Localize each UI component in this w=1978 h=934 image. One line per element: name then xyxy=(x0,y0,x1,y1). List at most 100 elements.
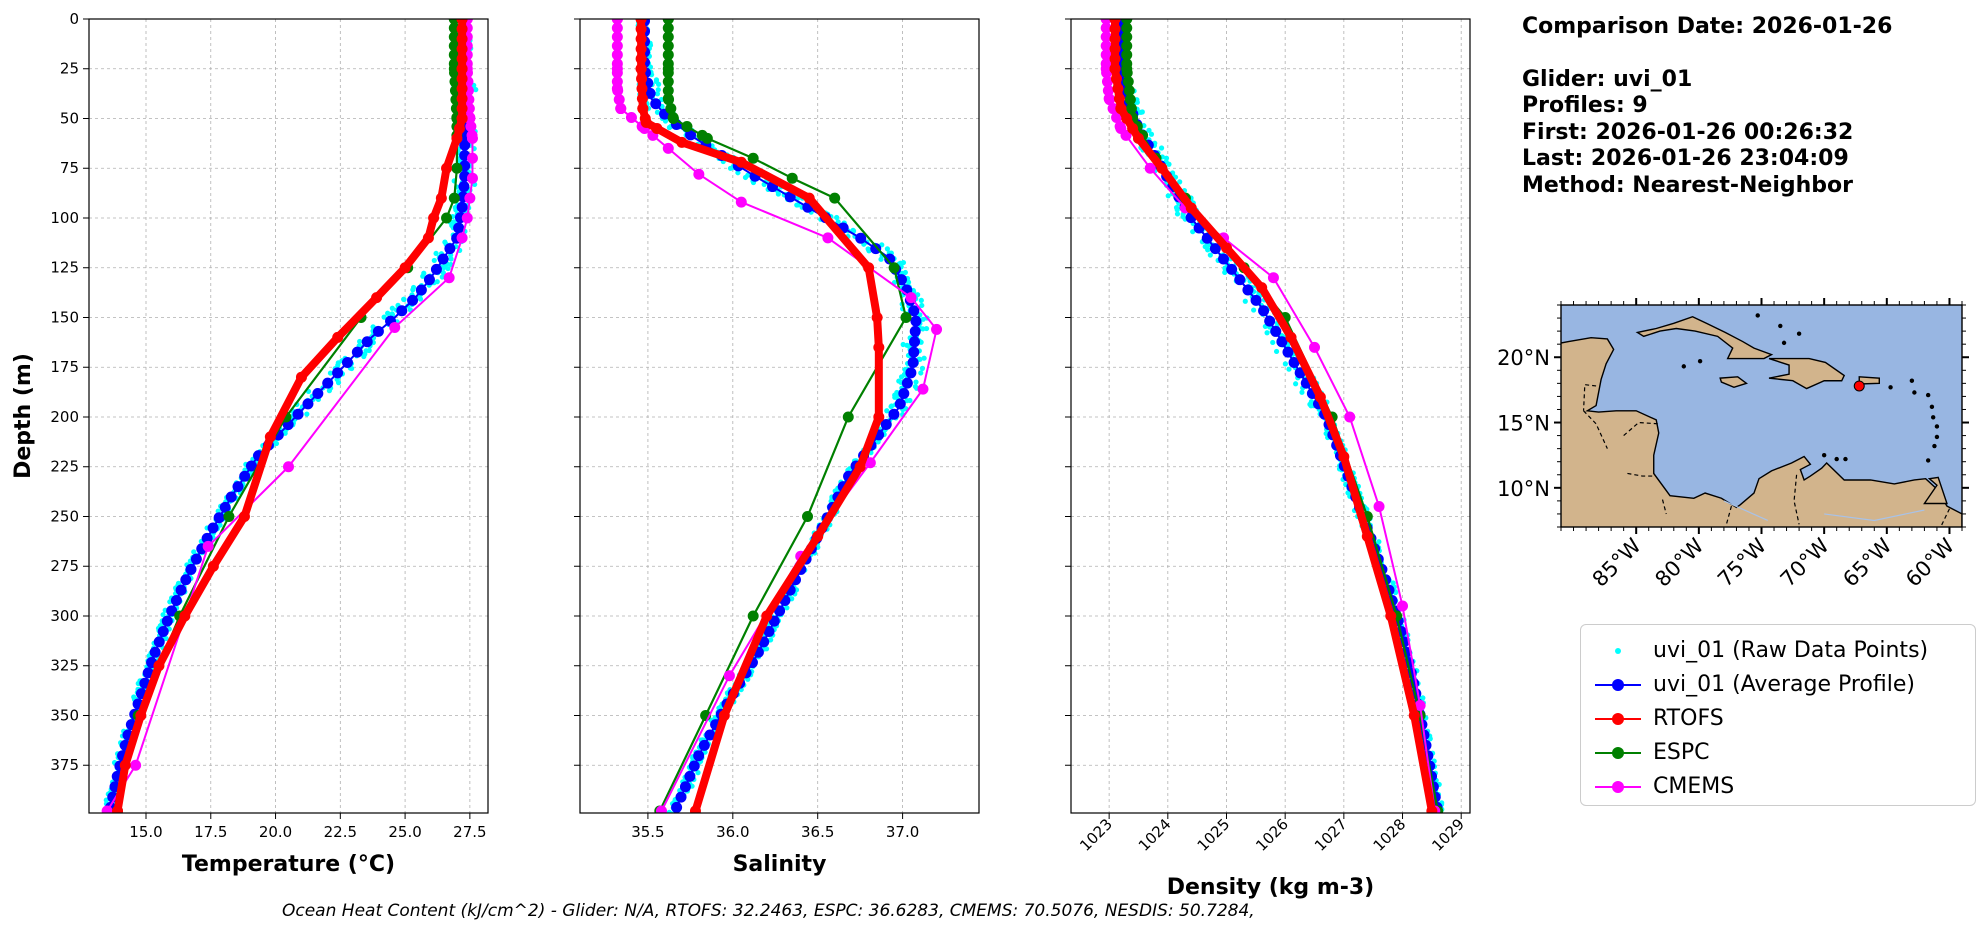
series-point-cmems xyxy=(1101,67,1113,79)
country-border xyxy=(1661,499,1667,515)
series-point-rtofs xyxy=(1127,122,1139,134)
raw-data-point xyxy=(1190,229,1196,235)
series-point-rtofs xyxy=(451,132,463,144)
series-point-avg xyxy=(175,584,187,596)
series-point-espc xyxy=(1122,76,1134,88)
series-point-rtofs xyxy=(635,33,647,45)
x-tick-label: 22.5 xyxy=(324,823,357,841)
series-point-espc xyxy=(662,22,674,34)
legend-swatch xyxy=(1595,781,1641,793)
series-point-rtofs xyxy=(1112,83,1124,95)
raw-data-point xyxy=(745,172,751,178)
series-point-avg xyxy=(219,501,231,513)
series-point-cmems xyxy=(1397,600,1409,612)
series-point-avg xyxy=(312,388,324,400)
series-point-rtofs xyxy=(1185,202,1197,214)
raw-data-point xyxy=(795,202,801,208)
series-point-espc xyxy=(662,40,674,52)
series-point-cmems xyxy=(615,103,627,115)
series-point-cmems xyxy=(1111,112,1123,124)
raw-data-point xyxy=(1174,211,1181,217)
series-point-avg xyxy=(245,460,257,472)
map-y-tick-label: 15°N xyxy=(1497,412,1550,436)
series-point-cmems xyxy=(130,759,142,771)
series-point-cmems xyxy=(1100,19,1112,25)
series-point-avg xyxy=(679,781,691,793)
series-point-cmems xyxy=(1100,58,1112,70)
country-border xyxy=(1793,474,1800,525)
raw-data-point xyxy=(919,365,926,371)
series-point-avg xyxy=(170,594,182,606)
y-tick-label: 100 xyxy=(50,209,79,227)
legend-label: ESPC xyxy=(1653,740,1710,765)
legend-item-avg: uvi_01 (Average Profile) xyxy=(1581,670,1975,700)
legend-swatch-marker xyxy=(1612,747,1624,759)
series-point-cmems xyxy=(723,670,735,682)
x-tick-label: 37.0 xyxy=(886,823,919,841)
series-point-cmems xyxy=(389,321,401,333)
small-island xyxy=(1930,415,1936,420)
series-rtofs xyxy=(1109,19,1438,813)
series-point-rtofs xyxy=(761,610,773,622)
series-point-rtofs xyxy=(689,805,701,813)
hispaniola xyxy=(1768,357,1846,390)
series-point-espc xyxy=(696,129,708,141)
series-point-espc xyxy=(451,162,463,174)
small-island xyxy=(1781,340,1787,346)
series-point-cmems xyxy=(466,172,478,184)
raw-data-point xyxy=(915,292,921,298)
series-point-espc xyxy=(1124,94,1136,106)
legend-swatch-marker xyxy=(1612,679,1624,691)
y-tick-label: 150 xyxy=(50,308,79,326)
series-point-cmems xyxy=(443,272,455,284)
series-point-cmems xyxy=(1102,85,1114,97)
raw-data-point xyxy=(431,257,437,264)
series-point-cmems xyxy=(1414,700,1426,712)
raw-data-point xyxy=(473,87,479,93)
series-point-avg xyxy=(894,398,906,410)
country-border xyxy=(1627,472,1654,477)
series-point-cmems xyxy=(662,142,674,154)
series-point-avg xyxy=(166,605,178,617)
series-rtofs xyxy=(635,19,885,813)
series-point-avg xyxy=(458,181,470,193)
raw-data-point xyxy=(1146,127,1152,133)
series-point-avg xyxy=(909,336,921,348)
comparison-date: Comparison Date: 2026-01-26 xyxy=(1522,14,1893,39)
series-point-espc xyxy=(1121,49,1133,61)
series-point-cmems xyxy=(1120,129,1132,141)
series-point-avg xyxy=(855,232,867,244)
raw-data-point xyxy=(357,338,363,345)
jamaica xyxy=(1719,376,1748,389)
x-tick-label: 17.5 xyxy=(194,823,227,841)
series-point-cmems xyxy=(864,457,876,469)
small-island xyxy=(1834,456,1839,462)
raw-data-point xyxy=(282,430,288,436)
series-point-avg xyxy=(688,760,700,772)
series-point-avg xyxy=(870,243,882,255)
series-point-avg xyxy=(685,129,697,141)
legend-label: uvi_01 (Raw Data Points) xyxy=(1653,638,1929,663)
series-point-cmems xyxy=(735,196,747,208)
series-point-avg xyxy=(644,87,656,99)
series-point-rtofs xyxy=(1338,451,1350,463)
legend-swatch-marker xyxy=(1612,781,1624,793)
raw-data-point xyxy=(900,341,906,348)
series-avg xyxy=(1115,19,1443,813)
series-point-avg xyxy=(415,284,427,296)
series-point-avg xyxy=(396,305,408,317)
series-point-rtofs xyxy=(1110,73,1122,85)
y-tick-label: 0 xyxy=(69,10,79,28)
series-line-espc xyxy=(658,19,908,812)
raw-data-point xyxy=(335,360,341,366)
series-point-espc xyxy=(842,411,854,423)
raw-data-point xyxy=(385,310,391,316)
series-point-rtofs xyxy=(636,93,648,105)
series-point-avg xyxy=(774,605,786,617)
series-point-cmems xyxy=(456,232,468,244)
raw-data-point xyxy=(420,273,426,279)
series-point-rtofs xyxy=(1109,19,1121,25)
series-point-rtofs xyxy=(635,63,647,75)
raw-data-point xyxy=(1134,99,1140,105)
raw-data-point xyxy=(304,411,310,417)
